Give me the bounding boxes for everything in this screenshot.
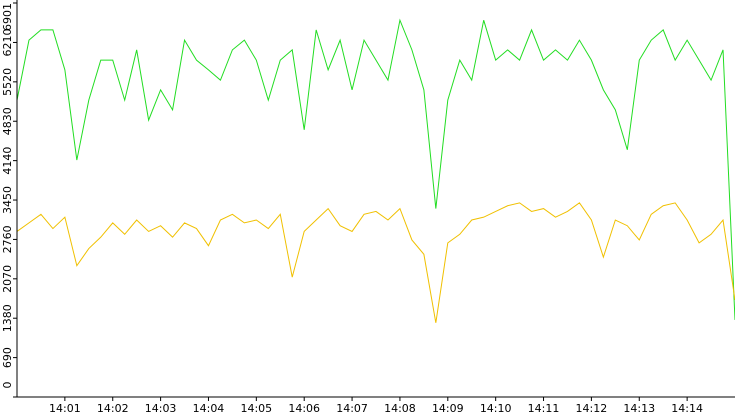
x-tick-label: 14:05 xyxy=(240,402,272,415)
y-tick-label: 4140 xyxy=(1,147,14,175)
x-tick-label: 14:03 xyxy=(145,402,177,415)
y-tick-label: 6210 xyxy=(1,28,14,56)
x-tick-label: 14:14 xyxy=(671,402,703,415)
y-tick-label: 690 xyxy=(1,347,14,368)
x-tick-label: 14:12 xyxy=(576,402,608,415)
y-tick-label: 2760 xyxy=(1,225,14,253)
series-line xyxy=(16,202,735,323)
x-tick-label: 14:06 xyxy=(288,402,320,415)
series-line xyxy=(16,18,735,320)
x-tick-label: 14:07 xyxy=(336,402,368,415)
x-tick-label: 14:13 xyxy=(623,402,655,415)
x-tick-label: 14:10 xyxy=(480,402,512,415)
x-tick-label: 14:09 xyxy=(432,402,464,415)
x-tick-label: 14:11 xyxy=(528,402,560,415)
y-tick-label: 1380 xyxy=(1,304,14,332)
x-tick-label: 14:01 xyxy=(49,402,81,415)
y-tick-label: 4830 xyxy=(1,107,14,135)
y-tick-label: 5520 xyxy=(1,68,14,96)
x-tick-label: 14:02 xyxy=(97,402,129,415)
y-tick-label: 3450 xyxy=(1,186,14,214)
y-tick-label: 2070 xyxy=(1,265,14,293)
y-tick-label: 0 xyxy=(1,382,14,389)
x-tick-label: 14:08 xyxy=(384,402,416,415)
y-tick-label: 6901 xyxy=(1,3,14,31)
x-tick-label: 14:04 xyxy=(193,402,225,415)
